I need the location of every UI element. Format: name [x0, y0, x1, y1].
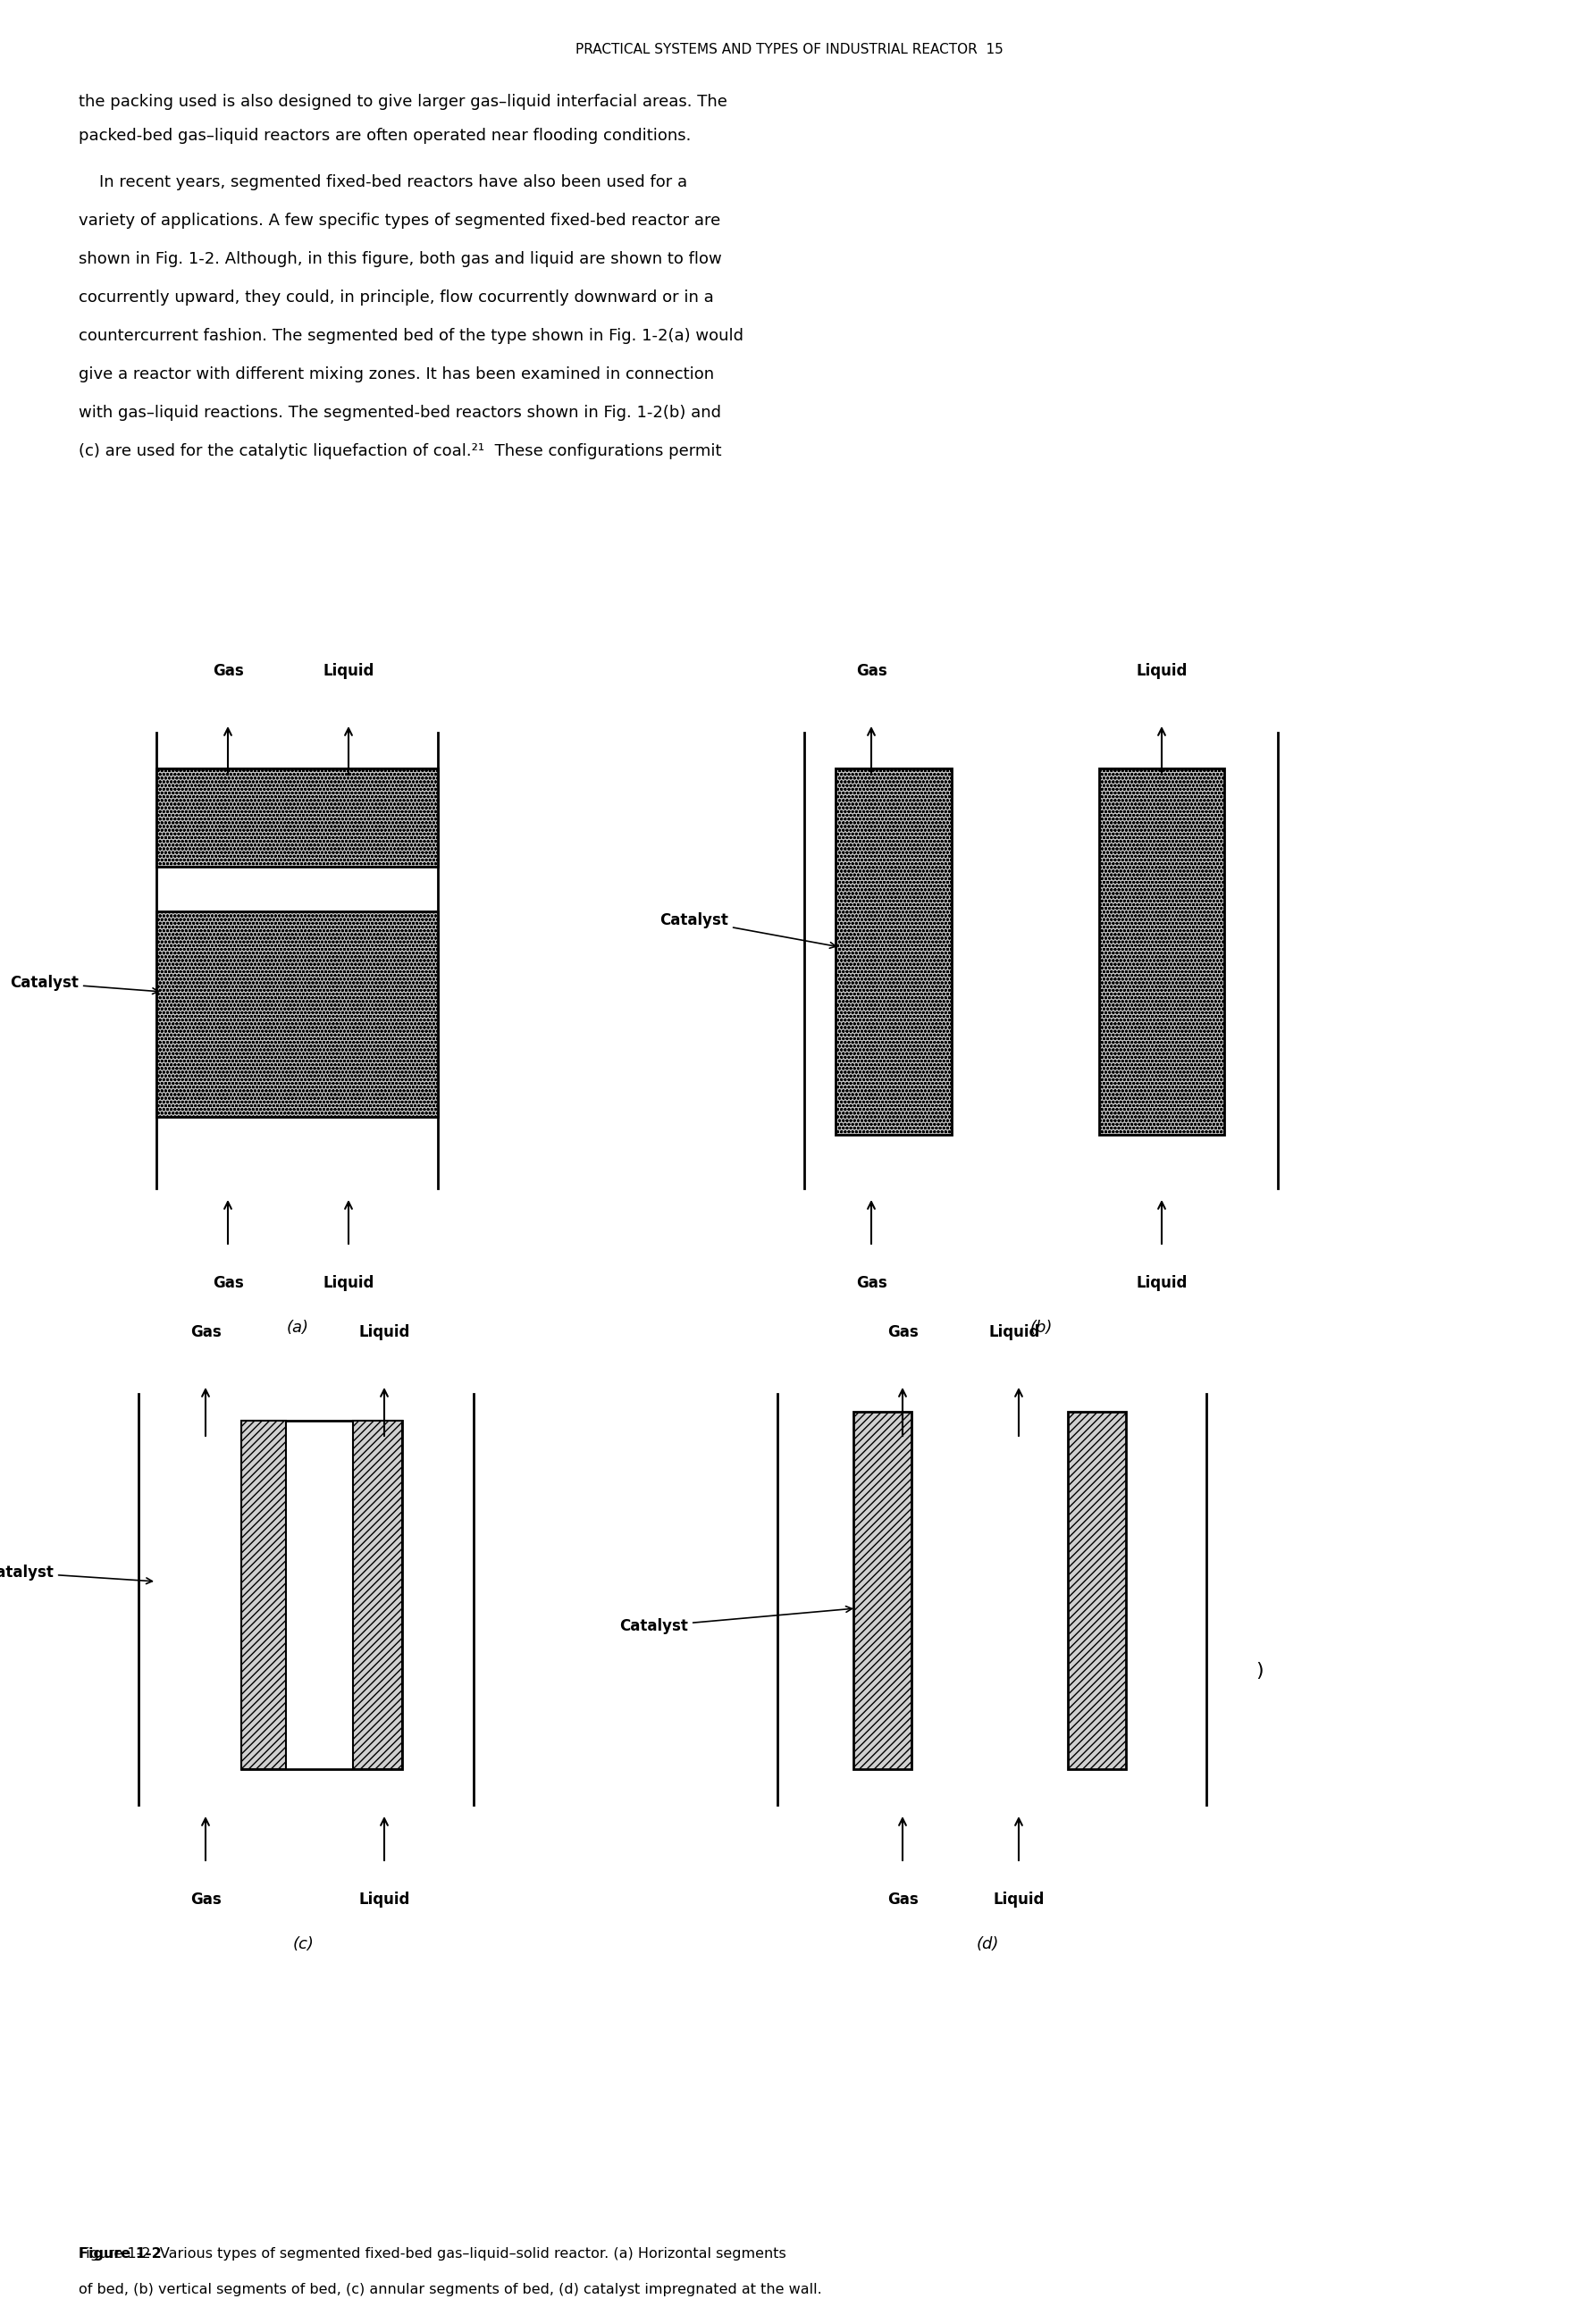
Text: Catalyst: Catalyst: [0, 1564, 152, 1585]
Text: Liquid: Liquid: [1135, 662, 1187, 679]
Text: Liquid: Liquid: [988, 1325, 1041, 1341]
Text: Catalyst: Catalyst: [660, 913, 835, 948]
Text: Gas: Gas: [856, 1276, 887, 1292]
Text: cocurrently upward, they could, in principle, flow cocurrently downward or in a: cocurrently upward, they could, in princ…: [79, 290, 714, 304]
Bar: [1099, 769, 1224, 1134]
Text: Gas: Gas: [212, 662, 243, 679]
Text: Catalyst: Catalyst: [9, 974, 158, 995]
Text: (d): (d): [976, 1936, 1000, 1952]
Text: Gas: Gas: [189, 1892, 221, 1908]
Text: Gas: Gas: [887, 1325, 917, 1341]
Text: give a reactor with different mixing zones. It has been examined in connection: give a reactor with different mixing zon…: [79, 367, 714, 383]
Text: Gas: Gas: [212, 1276, 243, 1292]
Text: (c) are used for the catalytic liquefaction of coal.²¹  These configurations per: (c) are used for the catalytic liquefact…: [79, 444, 722, 460]
Text: In recent years, segmented fixed-bed reactors have also been used for a: In recent years, segmented fixed-bed rea…: [79, 174, 687, 191]
Text: Liquid: Liquid: [358, 1325, 411, 1341]
Text: (b): (b): [1030, 1320, 1052, 1336]
Text: shown in Fig. 1-2. Although, in this figure, both gas and liquid are shown to fl: shown in Fig. 1-2. Although, in this fig…: [79, 251, 722, 267]
Text: PRACTICAL SYSTEMS AND TYPES OF INDUSTRIAL REACTOR  15: PRACTICAL SYSTEMS AND TYPES OF INDUSTRIA…: [575, 42, 1003, 56]
Text: packed-bed gas–liquid reactors are often operated near flooding conditions.: packed-bed gas–liquid reactors are often…: [79, 128, 692, 144]
Text: with gas–liquid reactions. The segmented-bed reactors shown in Fig. 1-2(b) and: with gas–liquid reactions. The segmented…: [79, 404, 722, 421]
Bar: [1067, 1411, 1126, 1769]
Text: Figure 1-2: Figure 1-2: [79, 2247, 161, 2261]
Text: Gas: Gas: [887, 1892, 917, 1908]
Bar: [853, 1411, 911, 1769]
Text: (c): (c): [294, 1936, 314, 1952]
Text: Liquid: Liquid: [358, 1892, 411, 1908]
Bar: [242, 1420, 286, 1769]
Text: Figure 1-2  Various types of segmented fixed-bed gas–liquid–solid reactor. (a) H: Figure 1-2 Various types of segmented fi…: [79, 2247, 786, 2261]
Text: Liquid: Liquid: [322, 1276, 374, 1292]
Text: Catalyst: Catalyst: [619, 1606, 853, 1634]
Text: Gas: Gas: [189, 1325, 221, 1341]
Bar: [354, 1420, 403, 1769]
Text: Liquid: Liquid: [993, 1892, 1044, 1908]
Text: (a): (a): [286, 1320, 309, 1336]
Text: Liquid: Liquid: [1135, 1276, 1187, 1292]
Bar: [156, 769, 437, 867]
Bar: [242, 1420, 403, 1769]
Text: Liquid: Liquid: [322, 662, 374, 679]
Text: Gas: Gas: [856, 662, 887, 679]
Bar: [835, 769, 952, 1134]
Text: the packing used is also designed to give larger gas–liquid interfacial areas. T: the packing used is also designed to giv…: [79, 93, 728, 109]
Text: variety of applications. A few specific types of segmented fixed-bed reactor are: variety of applications. A few specific …: [79, 214, 720, 228]
Text: countercurrent fashion. The segmented bed of the type shown in Fig. 1-2(a) would: countercurrent fashion. The segmented be…: [79, 328, 744, 344]
Bar: [156, 911, 437, 1118]
Text: ): ): [1255, 1662, 1263, 1680]
Text: of bed, (b) vertical segments of bed, (c) annular segments of bed, (d) catalyst : of bed, (b) vertical segments of bed, (c…: [79, 2282, 823, 2296]
